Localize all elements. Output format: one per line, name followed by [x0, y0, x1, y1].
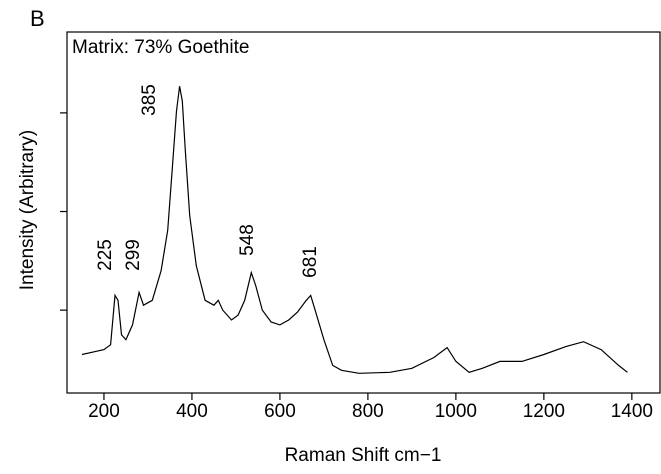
x-tick-label: 800 — [352, 401, 384, 422]
x-axis-label: Raman Shift cm−1 — [285, 445, 442, 466]
plot-frame — [66, 31, 661, 394]
x-tick-label: 600 — [264, 401, 296, 422]
x-tick-label: 400 — [176, 401, 208, 422]
x-tick-label: 1000 — [435, 401, 477, 422]
panel-label: B — [30, 6, 45, 31]
x-tick-label: 200 — [88, 401, 120, 422]
peak-annotation: 548 — [237, 224, 258, 256]
x-tick-label: 1400 — [611, 401, 653, 422]
peak-annotation: 225 — [95, 239, 116, 271]
peak-annotation: 299 — [123, 239, 144, 271]
chart-title: Matrix: 73% Goethite — [72, 37, 249, 58]
peak-annotation: 681 — [300, 246, 321, 278]
x-tick-label: 1200 — [523, 401, 565, 422]
spectrum-line — [81, 86, 628, 374]
y-axis-label: Intensity (Arbitrary) — [17, 130, 38, 290]
peak-annotation: 385 — [139, 84, 160, 116]
